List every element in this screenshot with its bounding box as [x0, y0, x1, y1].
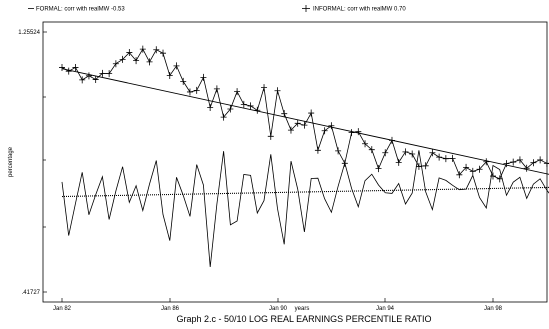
informal-point [180, 77, 187, 85]
informal-point [368, 146, 375, 154]
y-tick-label: 1.25524 [18, 30, 40, 36]
axes: Jan 82 Jan 86 Jan 90 Jan 94 Jan 98 1.25524 .41… [18, 30, 502, 312]
informal-point [227, 105, 234, 113]
informal-point [153, 46, 160, 54]
informal-point [409, 150, 416, 158]
informal-point [543, 159, 549, 167]
informal-point [119, 55, 126, 63]
informal-point [146, 58, 153, 66]
informal-point [429, 149, 436, 157]
formal-trend-line [61, 186, 549, 198]
informal-point [537, 156, 544, 164]
series-layer [59, 45, 549, 268]
informal-point [79, 76, 86, 84]
series-1 [59, 45, 549, 183]
informal-point [294, 119, 301, 127]
informal-point [308, 109, 315, 117]
informal-point [476, 165, 483, 173]
informal-point [240, 100, 247, 108]
informal-point [261, 84, 268, 92]
informal-point [321, 127, 328, 135]
x-tick-label: Jan 94 [376, 306, 395, 312]
informal-point [274, 87, 281, 95]
series-0 [61, 150, 549, 268]
informal-point [523, 164, 530, 172]
informal-point [456, 171, 463, 179]
informal-point [516, 156, 523, 164]
informal-point [106, 70, 113, 78]
x-tick-label: Jan 86 [161, 306, 180, 312]
informal-point [341, 159, 348, 167]
informal-point [402, 148, 409, 156]
informal-point [335, 147, 342, 155]
legend-label-informal: INFORMAL: corr with realMW 0.70 [313, 7, 406, 13]
informal-point [510, 158, 517, 166]
informal-point [287, 126, 294, 134]
x-axis-label: years [295, 306, 310, 312]
x-tick-label: Jan 82 [53, 306, 72, 312]
informal-point [469, 167, 476, 175]
informal-point [503, 160, 510, 168]
informal-point [442, 155, 449, 163]
informal-point [463, 163, 470, 171]
informal-point [348, 129, 355, 137]
x-tick-label: Jan 90 [269, 306, 288, 312]
informal-point [193, 86, 200, 94]
informal-point [65, 67, 72, 75]
informal-point [395, 158, 402, 166]
legend-swatch-informal [302, 5, 310, 12]
informal-point [483, 158, 490, 166]
informal-point [375, 165, 382, 173]
informal-point [382, 149, 389, 157]
informal-point [314, 146, 321, 154]
informal-point [530, 159, 537, 167]
informal-point [72, 63, 79, 71]
informal-point [490, 172, 496, 180]
informal-point [160, 49, 167, 57]
informal-point [301, 121, 308, 129]
informal-point [200, 73, 207, 81]
informal-point [362, 140, 369, 148]
informal-point [422, 162, 429, 170]
informal-point [496, 175, 503, 183]
chart-title: Graph 2.c - 50/10 LOG REAL EARNINGS PERC… [176, 314, 431, 324]
legend: FORMAL: corr with realMW -0.53 INFORMAL:… [28, 5, 406, 13]
y-axis-label: percentage [8, 146, 14, 177]
informal-point [281, 110, 288, 118]
x-tick-label: Jan 98 [484, 306, 503, 312]
informal-point [186, 88, 193, 96]
informal-point [173, 62, 180, 70]
informal-point [449, 154, 456, 162]
informal-point [234, 88, 241, 96]
informal-point [328, 122, 335, 130]
informal-point [415, 162, 422, 170]
legend-label-formal: FORMAL: corr with realMW -0.53 [36, 7, 125, 13]
informal-point [59, 63, 65, 71]
informal-point [99, 69, 106, 77]
informal-trend-line [61, 68, 549, 175]
informal-point [220, 113, 227, 121]
informal-line [61, 48, 549, 180]
informal-point [355, 128, 362, 136]
formal-line [61, 150, 549, 268]
informal-point [126, 49, 133, 57]
informal-point [436, 153, 443, 161]
informal-point [207, 103, 214, 111]
informal-point [92, 76, 99, 84]
informal-point [85, 72, 92, 80]
informal-point [166, 72, 173, 80]
y-tick-label: .41727 [22, 290, 41, 296]
informal-point [139, 45, 146, 53]
informal-point [112, 60, 119, 68]
informal-point [247, 102, 254, 110]
series-2 [61, 186, 549, 198]
informal-point [213, 85, 220, 93]
informal-point [267, 132, 274, 140]
informal-point [133, 57, 140, 65]
series-3 [61, 68, 549, 175]
